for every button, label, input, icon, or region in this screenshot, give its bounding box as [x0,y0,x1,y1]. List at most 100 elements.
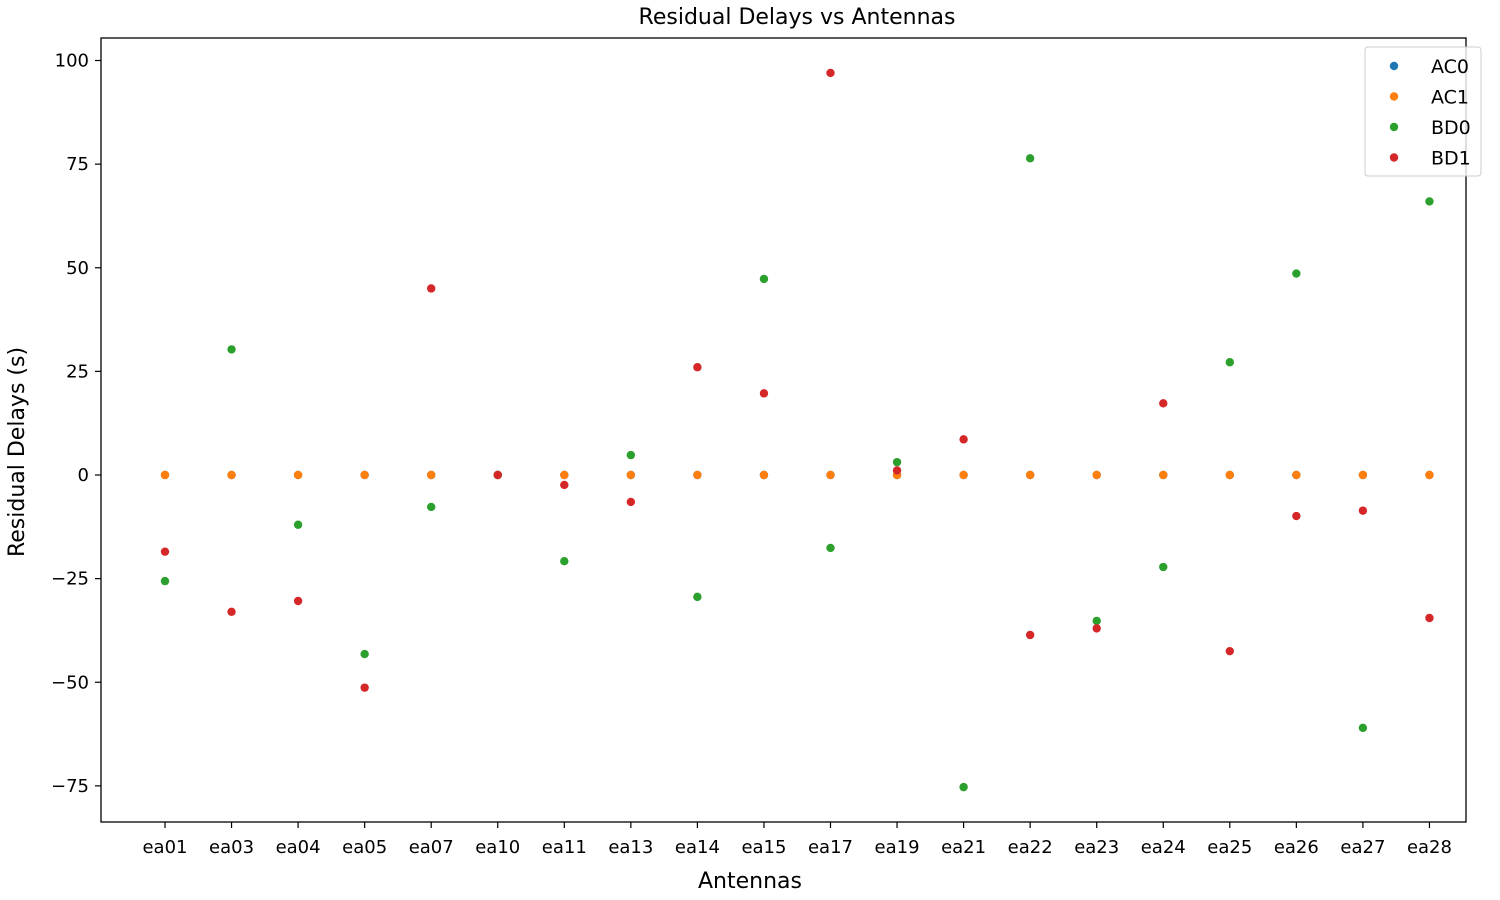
point-bd0-ea14 [693,592,702,602]
legend-marker-bd0 [1389,122,1399,132]
point-bd1-ea01 [160,547,170,556]
point-bd1-ea10 [493,470,502,480]
legend-label-ac0: AC0 [1431,56,1469,78]
point-ac1-ea28 [1425,470,1434,480]
x-tick-label: ea07 [409,837,454,858]
point-ac1-ea23 [1092,470,1101,480]
point-ac1-ea04 [293,470,303,480]
point-ac1-ea13 [626,470,636,480]
point-bd1-ea13 [626,497,636,507]
point-ac1-ea15 [759,470,769,480]
x-tick-label: ea01 [142,837,187,858]
point-bd0-ea04 [293,520,303,529]
legend: AC0 AC1 BD0 BD1 [1364,46,1482,177]
point-ac1-ea11 [560,470,569,480]
y-tick-label: −75 [51,776,89,797]
chart-title: Residual Delays vs Antennas [639,5,956,30]
y-tick-label: 25 [66,361,89,382]
point-ac1-ea07 [427,470,436,480]
point-bd0-ea01 [160,576,170,586]
legend-label-ac1: AC1 [1431,87,1469,109]
point-bd0-ea19 [892,457,902,467]
x-axis: ea01 ea03 ea04 ea05 ea07 ea10 ea11 ea13 ea14 ea15… [142,822,1452,858]
point-bd1-ea07 [427,284,436,293]
y-tick-label: 50 [66,258,89,279]
point-bd1-ea27 [1358,506,1368,515]
x-tick-label: ea04 [276,837,321,858]
point-ac1-ea14 [693,470,702,480]
x-tick-label: ea17 [808,837,853,858]
point-bd1-ea04 [293,596,303,606]
point-bd0-ea07 [427,502,436,512]
point-ac1-ea26 [1292,470,1301,480]
x-tick-label: ea05 [342,837,387,858]
y-axis-label: Residual Delays (s) [5,347,30,557]
point-bd0-ea27 [1358,723,1368,733]
x-tick-label: ea03 [209,837,254,858]
point-bd1-ea21 [959,435,968,444]
x-tick-label: ea15 [741,837,786,858]
point-ac1-ea25 [1225,470,1235,480]
x-tick-label: ea14 [675,837,720,858]
x-tick-label: ea23 [1074,837,1119,858]
point-bd1-ea24 [1159,399,1168,408]
y-axis: 100 75 50 25 0 −25 −50 −75 [51,51,101,797]
x-axis-label: Antennas [698,869,802,894]
point-bd1-ea15 [759,389,769,398]
x-tick-label: ea27 [1340,837,1385,858]
x-tick-label: ea22 [1008,837,1053,858]
point-bd1-ea14 [693,363,702,372]
point-ac1-ea27 [1358,470,1368,480]
point-bd1-ea17 [826,68,835,78]
point-ac1-ea03 [227,470,236,480]
point-bd1-ea03 [227,607,236,616]
point-bd1-ea23 [1092,624,1101,633]
point-bd0-ea03 [227,345,236,354]
point-bd0-ea17 [826,543,835,553]
point-bd0-ea22 [1025,154,1035,163]
point-bd0-ea24 [1159,562,1168,572]
y-tick-label: −50 [51,672,89,693]
point-bd0-ea23 [1092,616,1101,626]
point-bd1-ea05 [360,683,369,692]
y-tick-label: 0 [78,465,89,486]
x-tick-label: ea24 [1141,837,1186,858]
x-tick-label: ea19 [875,837,920,858]
x-tick-label: ea25 [1207,837,1252,858]
x-tick-label: ea10 [475,837,520,858]
point-bd0-ea26 [1292,269,1301,278]
data-points [160,68,1434,792]
legend-marker-bd1 [1389,153,1399,162]
legend-marker-ac0 [1389,61,1399,71]
x-tick-label: ea26 [1274,837,1319,858]
x-tick-label: ea21 [941,837,986,858]
point-bd0-ea11 [560,557,569,566]
y-tick-label: −25 [51,569,89,590]
point-bd0-ea15 [759,274,769,284]
point-bd1-ea26 [1292,511,1301,521]
x-tick-label: ea13 [608,837,653,858]
legend-label-bd1: BD1 [1431,148,1471,170]
point-bd1-ea22 [1025,630,1035,640]
point-ac1-ea01 [160,470,170,480]
point-bd1-ea25 [1225,646,1235,656]
point-bd1-ea19 [892,466,902,475]
point-bd0-ea21 [959,782,968,792]
legend-marker-ac1 [1389,92,1399,101]
point-ac1-ea24 [1159,470,1168,480]
y-tick-label: 75 [66,154,89,175]
plot-area [100,37,1467,823]
point-bd1-ea11 [560,480,569,490]
point-bd0-ea13 [626,450,636,460]
y-tick-label: 100 [55,51,89,72]
point-ac1-ea21 [959,470,968,480]
point-ac1-ea05 [360,470,369,480]
point-ac1-ea17 [826,470,835,480]
point-ac1-ea22 [1025,470,1035,480]
x-tick-label: ea28 [1407,837,1452,858]
point-bd1-ea28 [1425,613,1434,623]
point-bd0-ea05 [360,649,369,659]
x-tick-label: ea11 [542,837,587,858]
legend-box [1364,46,1482,177]
